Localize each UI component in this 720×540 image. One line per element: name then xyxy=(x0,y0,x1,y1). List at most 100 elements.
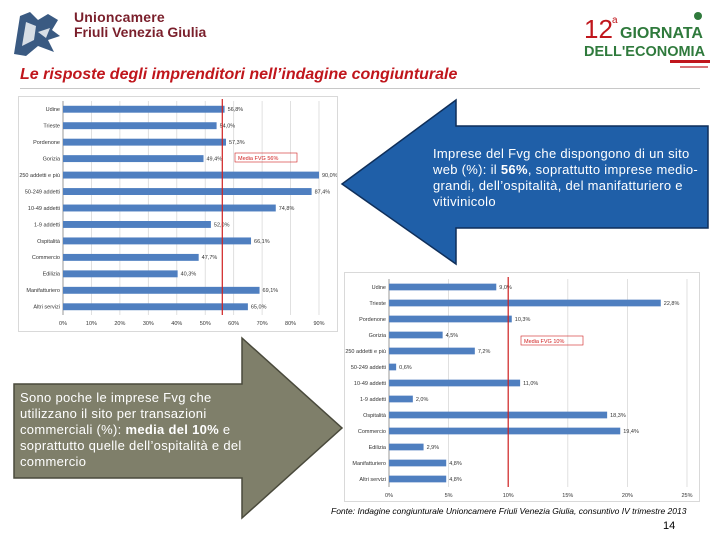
bar xyxy=(389,411,608,419)
bar xyxy=(63,122,217,130)
chart-ecommerce: 0% 5% 10% 15% 20% 25% Udine 9,0% Trieste 22,8% Por… xyxy=(344,272,700,502)
bar-value-label: 4,8% xyxy=(449,461,462,467)
category-label: Altri servizi xyxy=(359,477,386,483)
category-label: Udine xyxy=(372,285,386,291)
org-name-line2: Friuli Venezia Giulia xyxy=(74,24,207,40)
bar-value-label: 0,6% xyxy=(399,365,412,371)
event-number: 12 xyxy=(584,14,613,44)
category-label: 1-9 addetti xyxy=(34,222,60,228)
x-tick-label: 50% xyxy=(200,321,211,327)
x-tick-label: 25% xyxy=(681,493,692,499)
bar xyxy=(63,105,225,113)
x-tick-label: 15% xyxy=(562,493,573,499)
x-tick-label: 10% xyxy=(86,321,97,327)
x-tick-label: 10% xyxy=(503,493,514,499)
x-tick-label: 20% xyxy=(114,321,125,327)
category-label: Manifatturiero xyxy=(26,288,60,294)
bar xyxy=(389,427,621,435)
average-label-box xyxy=(234,152,298,163)
category-label: 250 addetti e più xyxy=(19,173,60,179)
callout-ecommerce-text: Sono poche le imprese Fvg che utilizzano… xyxy=(20,390,270,470)
event-logo: 12 a GIORNATA DELL'ECONOMIA xyxy=(580,8,712,72)
org-name: Unioncamere Friuli Venezia Giulia xyxy=(74,10,206,40)
average-label: Media FVG 10% xyxy=(524,339,564,345)
bar xyxy=(389,443,424,451)
bar-value-label: 56,8% xyxy=(228,107,244,113)
callout-ecom-highlight: media del 10% xyxy=(125,422,219,437)
x-tick-label: 30% xyxy=(143,321,154,327)
event-title-line2: DELL'ECONOMIA xyxy=(584,44,706,60)
chart-ecommerce-svg: 0% 5% 10% 15% 20% 25% Udine 9,0% Trieste 22,8% Por… xyxy=(345,277,693,499)
bar xyxy=(63,253,199,261)
x-tick-label: 0% xyxy=(385,493,393,499)
category-label: Pordenone xyxy=(359,317,386,323)
x-tick-label: 60% xyxy=(228,321,239,327)
x-tick-label: 20% xyxy=(622,493,633,499)
footer-source: Fonte: Indagine congiunturale Unioncamer… xyxy=(331,506,687,516)
page-number: 14 xyxy=(663,520,676,532)
callout-ecom-arrow xyxy=(13,336,344,520)
callout-web-text: Imprese del Fvg che dispongono di un sit… xyxy=(433,146,701,210)
category-label: 50-249 addetti xyxy=(25,189,60,195)
category-label: 250 addetti e più xyxy=(345,349,386,355)
bar xyxy=(63,155,204,163)
category-label: Commercio xyxy=(358,429,386,435)
callout-ecom-pre: Sono poche le imprese Fvg che utilizzano… xyxy=(20,390,212,437)
category-label: Trieste xyxy=(369,301,386,307)
slide-title: Le risposte degli imprenditori nell’inda… xyxy=(20,66,458,83)
bar-value-label: 2,9% xyxy=(427,445,440,451)
callout-web-arrow xyxy=(340,98,709,266)
bar-value-label: 40,3% xyxy=(181,272,197,278)
bar xyxy=(63,221,211,228)
bar xyxy=(389,315,512,323)
category-label: Ospitalità xyxy=(37,239,61,245)
bar xyxy=(389,379,521,387)
callout-web-post: , soprattutto imprese medio-grandi, dell… xyxy=(433,162,699,209)
org-name-line1: Unioncamere xyxy=(74,9,165,25)
bar-value-label: 18,3% xyxy=(610,413,626,419)
bar xyxy=(389,299,661,307)
bar xyxy=(389,283,497,291)
bar xyxy=(389,459,447,467)
category-label: Gorizia xyxy=(369,333,387,339)
average-label: Media FVG 56% xyxy=(238,156,278,162)
bar-value-label: 57,3% xyxy=(229,140,245,146)
category-label: 1-9 addetti xyxy=(360,397,386,403)
bar-value-label: 47,7% xyxy=(202,255,218,261)
event-title-line1: GIORNATA xyxy=(620,25,703,42)
bar-value-label: 54,0% xyxy=(220,124,236,130)
x-tick-label: 5% xyxy=(445,493,453,499)
category-label: Commercio xyxy=(32,255,60,261)
bar-value-label: 4,8% xyxy=(449,477,462,483)
category-label: Altri servizi xyxy=(33,305,60,311)
bar xyxy=(63,303,248,311)
bar-value-label: 4,5% xyxy=(446,333,459,339)
callout-ecom-post: e soprattutto quelle dell’ospitalità e d… xyxy=(20,422,242,469)
category-label: Pordenone xyxy=(33,140,60,146)
category-label: Edilizia xyxy=(43,272,61,278)
bar-value-label: 66,1% xyxy=(254,239,270,245)
bar xyxy=(389,395,413,403)
bar xyxy=(63,171,319,179)
bar xyxy=(63,188,312,195)
category-label: 50-249 addetti xyxy=(351,365,386,371)
x-tick-label: 0% xyxy=(59,321,67,327)
category-label: Trieste xyxy=(43,124,60,130)
bar-value-label: 22,8% xyxy=(664,301,680,307)
category-label: Manifatturiero xyxy=(352,461,386,467)
event-logo-mark: 12 a GIORNATA DELL'ECONOMIA xyxy=(584,12,710,68)
bar xyxy=(389,363,397,371)
callout-web-pre: Imprese del Fvg che dispongono di un sit… xyxy=(433,146,690,177)
average-label-box xyxy=(520,335,584,346)
chart-website-svg: 0% 10% 20% 30% 40% 50% 60% 70% 80% 90% Udine 56,8% T… xyxy=(19,99,337,327)
bar xyxy=(389,331,443,339)
chart-website: 0% 10% 20% 30% 40% 50% 60% 70% 80% 90% Udine 56,8% T… xyxy=(18,96,338,332)
eagle-logo-icon xyxy=(8,6,68,60)
x-tick-label: 40% xyxy=(171,321,182,327)
bar xyxy=(63,286,260,294)
x-tick-label: 80% xyxy=(285,321,296,327)
bar-value-label: 11,0% xyxy=(523,381,538,387)
category-label: Udine xyxy=(46,107,60,113)
category-label: 10-49 addetti xyxy=(354,381,386,387)
x-tick-label: 90% xyxy=(313,321,324,327)
